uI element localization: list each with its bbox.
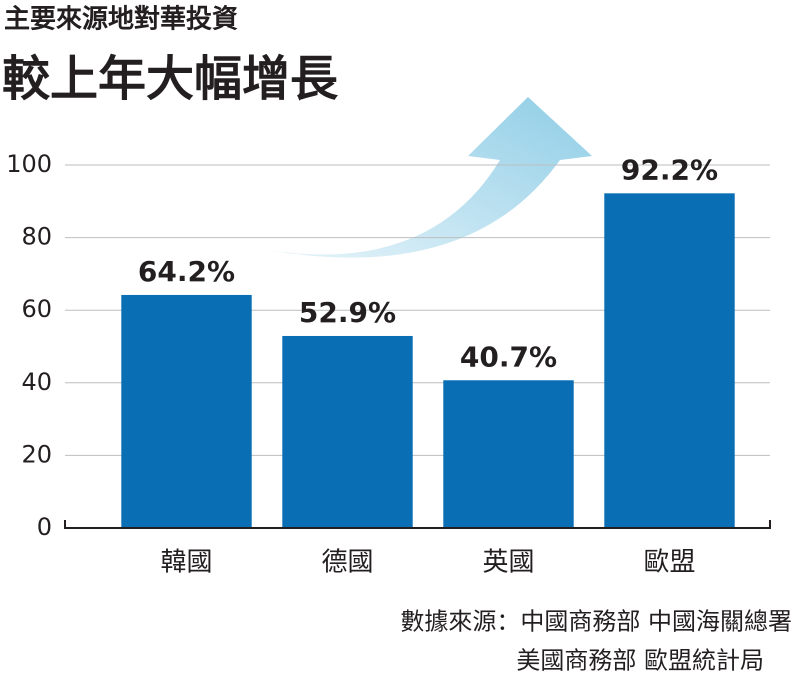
value-label: 92.2% <box>621 153 718 186</box>
chart-title: 較上年大幅增長 <box>2 51 339 107</box>
source-line: 美國商務部 歐盟統計局 <box>516 647 764 675</box>
y-tick-label: 100 <box>6 150 52 178</box>
bar <box>282 335 413 528</box>
x-tick-label: 歐盟 <box>643 548 695 578</box>
chart-subtitle: 主要來源地對華投資 <box>4 5 238 35</box>
value-label: 40.7% <box>460 340 557 373</box>
x-tick-label: 韓國 <box>160 548 212 578</box>
y-tick-label: 40 <box>21 368 52 396</box>
x-axis <box>64 520 771 529</box>
trend-arrow <box>268 97 592 258</box>
y-tick-label: 60 <box>21 295 52 323</box>
y-tick-label: 20 <box>21 440 52 468</box>
value-label: 52.9% <box>299 296 396 329</box>
y-tick-label: 0 <box>37 513 52 541</box>
bar <box>604 193 735 528</box>
source-line: 數據來源：中國商務部 中國海關總署 <box>400 608 792 636</box>
x-tick-label: 德國 <box>321 548 373 578</box>
value-label: 64.2% <box>138 255 235 288</box>
bar <box>443 380 574 528</box>
y-tick-label: 80 <box>21 223 52 251</box>
x-tick-label: 英國 <box>482 548 534 578</box>
bar <box>121 294 252 528</box>
